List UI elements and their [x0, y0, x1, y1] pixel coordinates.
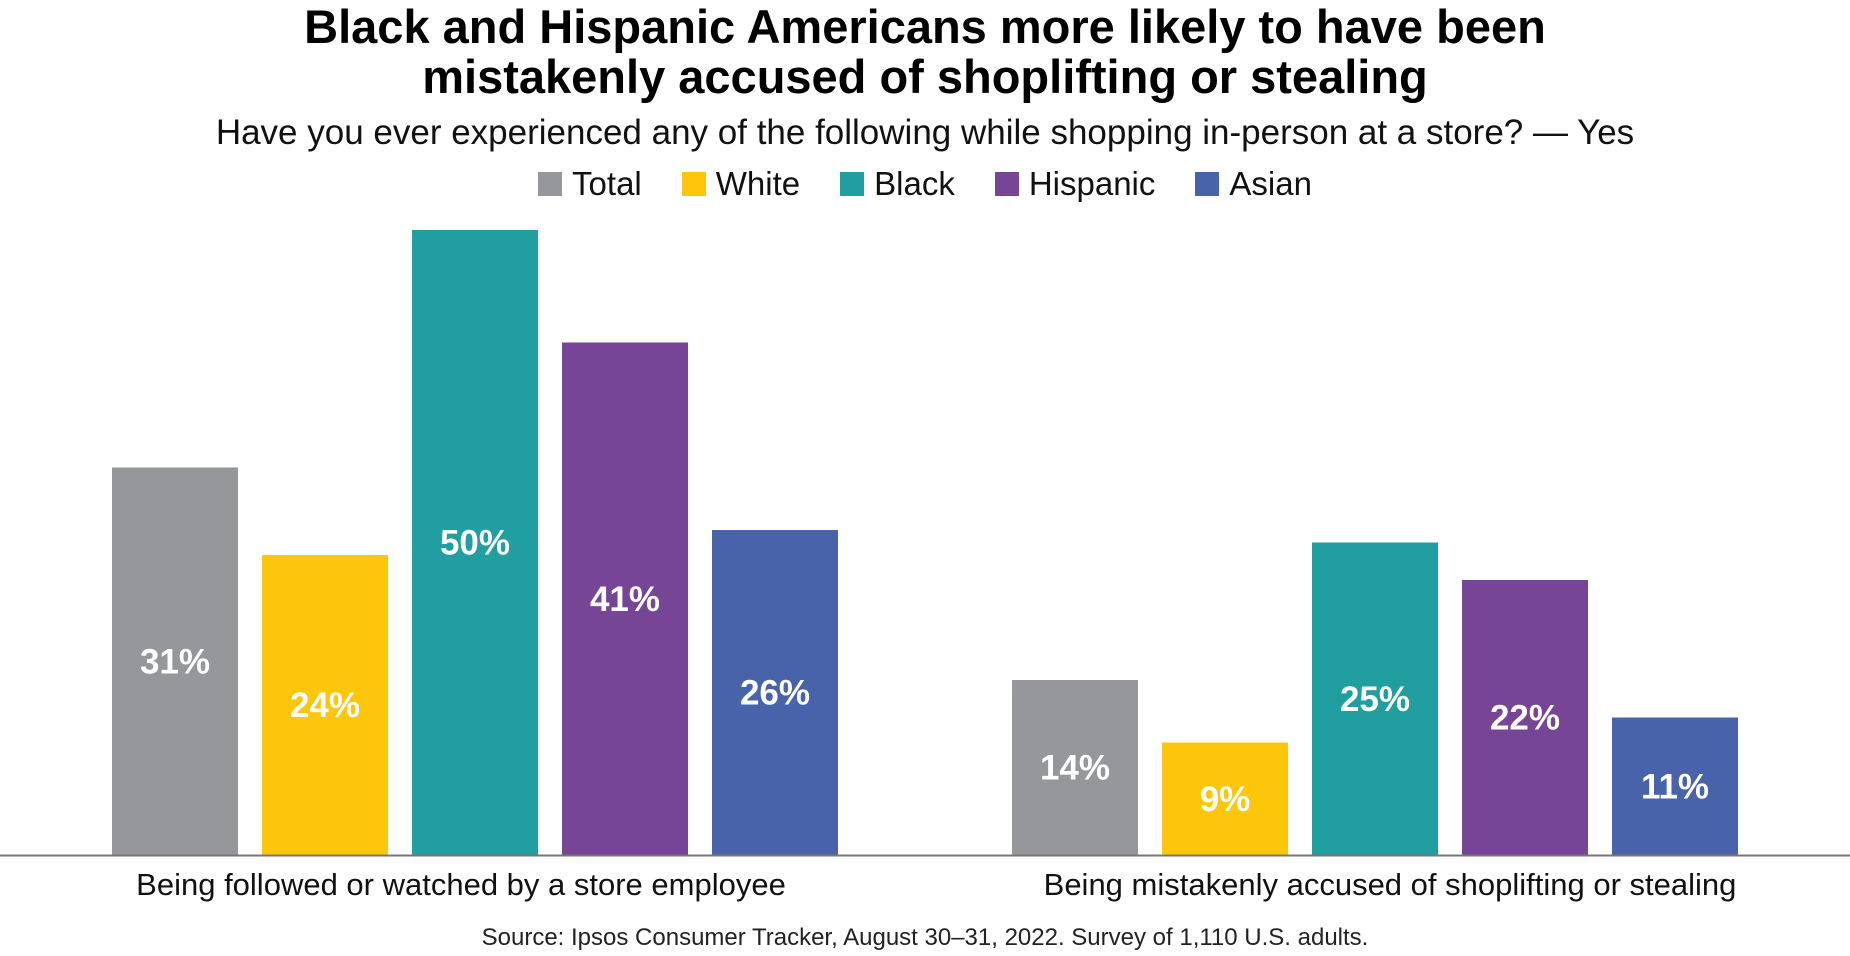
legend-label-white: White — [715, 165, 801, 202]
data-label-black-1: 50% — [440, 524, 510, 563]
category-label-2: Being mistakenly accused of shoplifting … — [1044, 867, 1737, 902]
legend-swatch-hispanic — [994, 172, 1019, 196]
legend-item-hispanic: Hispanic — [994, 164, 1156, 204]
data-label-black-2: 25% — [1340, 680, 1410, 719]
legend-label-asian: Asian — [1229, 165, 1312, 202]
bar-total-2 — [1012, 680, 1138, 855]
bar-total-1 — [112, 467, 238, 855]
bar-asian-1 — [712, 530, 838, 855]
data-label-white-2: 9% — [1200, 780, 1251, 819]
legend-swatch-total — [538, 172, 563, 196]
legend-item-asian: Asian — [1195, 164, 1312, 204]
legend-swatch-white — [681, 172, 706, 196]
bar-hispanic-1 — [562, 342, 688, 855]
legend-item-black: Black — [840, 164, 955, 204]
data-label-asian-2: 11% — [1641, 767, 1709, 806]
legend-swatch-black — [840, 172, 865, 196]
data-label-hispanic-2: 22% — [1490, 699, 1560, 738]
legend-item-white: White — [681, 164, 801, 204]
bar-group-2: 14% 9% 25% 22% 11% — [1012, 542, 1738, 855]
bar-black-2 — [1312, 542, 1438, 855]
bar-black-1 — [412, 230, 538, 855]
chart-title-line-2: mistakenly accused of shoplifting or ste… — [422, 50, 1428, 103]
chart-title: Black and Hispanic Americans more likely… — [0, 2, 1850, 102]
source-note: Source: Ipsos Consumer Tracker, August 3… — [481, 924, 1369, 951]
legend: Total White Black Hispanic Asian — [0, 164, 1850, 204]
data-label-total-1: 31% — [140, 642, 210, 681]
data-label-total-2: 14% — [1040, 749, 1110, 788]
bar-group-1: 31% 24% 50% 41% 26% — [112, 230, 838, 855]
legend-label-black: Black — [874, 165, 955, 202]
bar-asian-2 — [1612, 717, 1738, 855]
legend-swatch-asian — [1195, 172, 1220, 196]
legend-item-total: Total — [538, 164, 642, 204]
legend-label-total: Total — [572, 165, 642, 202]
chart-subtitle: Have you ever experienced any of the fol… — [215, 113, 1635, 152]
data-label-white-1: 24% — [290, 686, 360, 725]
bar-white-2 — [1162, 742, 1288, 855]
bar-white-1 — [262, 555, 388, 855]
legend-label-hispanic: Hispanic — [1028, 165, 1156, 202]
category-label-1: Being followed or watched by a store emp… — [136, 867, 786, 902]
chart-title-line-1: Black and Hispanic Americans more likely… — [304, 0, 1546, 53]
bar-hispanic-2 — [1462, 580, 1588, 855]
data-label-hispanic-1: 41% — [590, 580, 660, 619]
data-label-asian-1: 26% — [740, 674, 810, 713]
